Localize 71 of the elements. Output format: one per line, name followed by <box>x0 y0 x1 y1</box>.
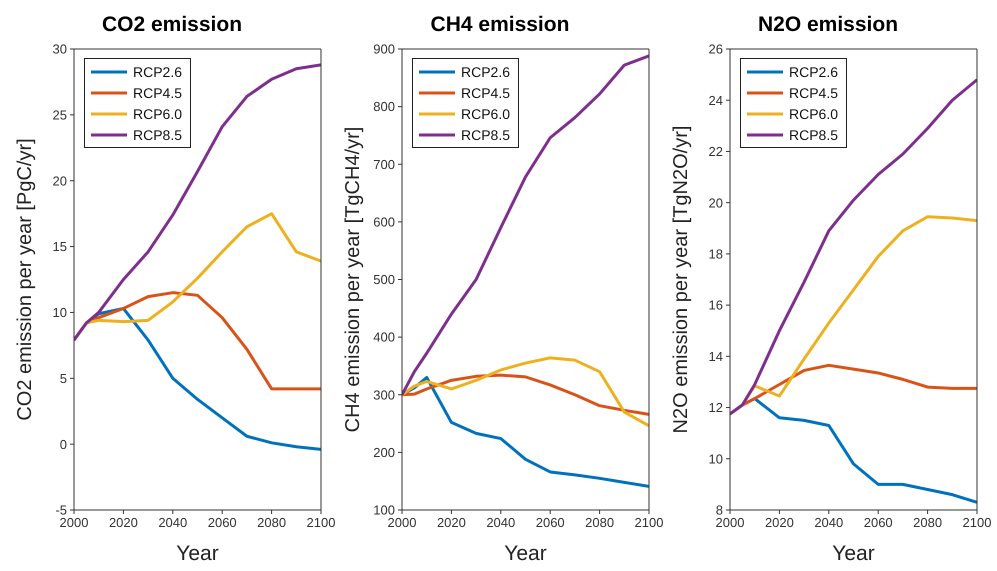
legend-label: RCP4.5 <box>789 84 838 100</box>
line-series <box>402 54 649 396</box>
y-tick-label: 12 <box>708 400 723 416</box>
y-tick-label: 900 <box>373 42 395 57</box>
line-series <box>730 78 977 416</box>
x-tick-label: 2100 <box>634 515 664 530</box>
x-tick-label: 2000 <box>60 515 88 530</box>
y-tick-label: 8 <box>716 502 723 518</box>
legend-label: RCP6.0 <box>133 106 182 122</box>
y-tick-label: 600 <box>373 214 395 230</box>
x-tick-label: 2040 <box>486 515 516 530</box>
line-series <box>402 356 649 428</box>
y-tick-label: 15 <box>52 239 67 254</box>
y-tick-label: 22 <box>708 144 723 160</box>
y-tick-label: 30 <box>52 42 67 57</box>
legend-label: RCP4.5 <box>461 84 510 100</box>
x-tick-label: 2000 <box>716 515 744 530</box>
x-tick-label: 2080 <box>257 515 286 530</box>
y-tick-label: 400 <box>373 330 395 345</box>
legend-label: RCP8.5 <box>789 126 838 142</box>
y-tick-label: 5 <box>60 370 67 386</box>
y-tick-label: 100 <box>373 502 395 518</box>
y-tick-label: 26 <box>708 42 723 57</box>
x-tick-label: 2080 <box>585 515 614 530</box>
x-tick-label: 2060 <box>208 515 237 530</box>
y-tick-label: 25 <box>52 107 67 122</box>
line-series <box>402 374 649 416</box>
x-tick-label: 2020 <box>764 515 794 530</box>
x-axis-title: Year <box>176 542 219 565</box>
legend-label: RCP2.6 <box>789 64 838 80</box>
y-tick-label: 14 <box>708 348 723 364</box>
y-tick-label: 10 <box>52 305 67 320</box>
x-tick-label: 2100 <box>962 515 992 530</box>
y-tick-label: 24 <box>708 92 723 108</box>
y-axis-title: CO2 emission per year [PgC/yr] <box>14 138 36 421</box>
x-tick-label: 2100 <box>306 515 336 530</box>
x-tick-label: 2020 <box>108 515 138 530</box>
x-axis-title: Year <box>504 542 547 565</box>
y-tick-label: 0 <box>60 436 67 452</box>
x-tick-label: 2000 <box>388 515 416 530</box>
y-tick-label: 700 <box>373 156 395 172</box>
chart-title: CO2 emission <box>100 12 244 38</box>
y-tick-label: 18 <box>708 246 723 262</box>
legend-label: RCP8.5 <box>461 126 510 142</box>
x-tick-label: 2040 <box>158 515 188 530</box>
y-tick-label: 500 <box>373 272 395 288</box>
y-axis-title: N2O emission per year [TgN2O/yr] <box>670 126 692 434</box>
chart-title: CH4 emission <box>430 12 570 38</box>
legend-label: RCP8.5 <box>133 126 182 142</box>
x-tick-label: 2060 <box>864 515 893 530</box>
x-axis-title: Year <box>832 542 875 565</box>
x-tick-label: 2040 <box>814 515 844 530</box>
legend-label: RCP6.0 <box>789 106 838 122</box>
x-tick-label: 2020 <box>436 515 466 530</box>
x-tick-label: 2080 <box>913 515 942 530</box>
y-tick-label: 20 <box>708 195 723 210</box>
chart-title: N2O emission <box>756 12 900 38</box>
y-tick-label: 800 <box>373 99 395 114</box>
x-tick-label: 2060 <box>536 515 565 530</box>
legend-label: RCP2.6 <box>133 64 182 80</box>
y-tick-label: 10 <box>708 451 723 466</box>
legend-label: RCP4.5 <box>133 84 182 100</box>
y-tick-label: 20 <box>52 173 67 188</box>
y-tick-label: 200 <box>373 444 395 460</box>
legend-label: RCP6.0 <box>461 106 510 122</box>
line-series <box>74 63 321 342</box>
y-tick-label: 16 <box>708 298 723 313</box>
legend-label: RCP2.6 <box>461 64 510 80</box>
y-tick-label: -5 <box>55 502 67 518</box>
y-axis-title: CH4 emission per year [TgCH4/yr] <box>342 126 364 432</box>
y-tick-label: 300 <box>373 387 395 402</box>
